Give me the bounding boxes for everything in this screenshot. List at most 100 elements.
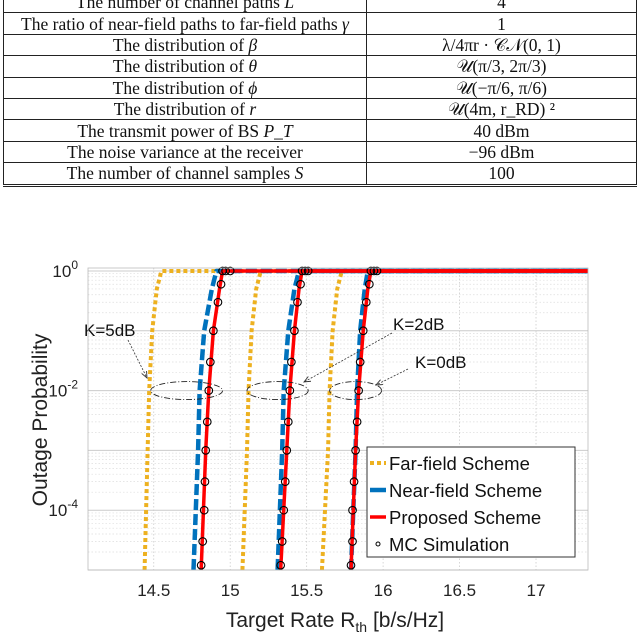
mc-marker xyxy=(202,417,212,427)
mc-marker xyxy=(369,266,379,276)
param-label: The number of channel samples xyxy=(66,163,295,184)
param-symbol: β xyxy=(248,34,258,55)
annotation-ellipse xyxy=(150,381,224,401)
mc-marker xyxy=(293,297,302,307)
mc-marker xyxy=(282,446,292,455)
solid-curve-K=5dB xyxy=(199,269,588,571)
annotation-arrow xyxy=(303,332,393,383)
param-name: The distribution of ϕ xyxy=(3,76,367,99)
mc-marker xyxy=(297,266,307,276)
dotted-curve-K=0dB xyxy=(319,268,588,571)
mc-marker xyxy=(280,477,290,487)
param-symbol: θ xyxy=(248,56,258,77)
annotation-label: K=5dB xyxy=(84,321,136,340)
mc-marker xyxy=(200,477,210,487)
param-symbol: r xyxy=(249,99,257,120)
mc-marker xyxy=(196,560,206,570)
table-row: The distribution of θ 𝒰(π/3, 2π/3) xyxy=(3,55,637,78)
annotation-ellipse xyxy=(246,381,309,401)
param-label: The ratio of near-field paths to far-fie… xyxy=(21,13,343,34)
param-name: The distribution of β xyxy=(3,33,367,57)
legend-entry: Proposed Scheme xyxy=(389,507,541,528)
param-symbol: S xyxy=(294,163,304,184)
annotation-arrow xyxy=(127,339,148,379)
param-label: The transmit power of BS xyxy=(77,120,264,141)
y-tick-label: 100 xyxy=(52,258,78,281)
param-name: The ratio of near-field paths to far-fie… xyxy=(3,12,367,35)
legend: Far-field Scheme Near-field Scheme Propose… xyxy=(366,446,576,558)
mc-marker xyxy=(354,386,363,395)
arrow-head-icon xyxy=(141,370,148,380)
param-label: The distribution of xyxy=(112,77,249,98)
mc-marker xyxy=(348,537,357,546)
mc-marker xyxy=(285,386,295,395)
mc-marker xyxy=(283,417,293,427)
param-label: The distribution of xyxy=(113,99,250,120)
param-label: The noise variance at the receiver xyxy=(67,141,303,162)
x-tick-label: 17 xyxy=(527,581,546,600)
x-tick-label: 15.5 xyxy=(290,581,323,600)
mc-marker xyxy=(300,266,310,276)
mc-marker xyxy=(349,477,359,487)
table-row: The distribution of ϕ 𝒰(−π/6, π/6) xyxy=(3,76,637,99)
param-symbol: ϕ xyxy=(248,77,258,98)
mc-marker xyxy=(201,446,211,455)
mc-marker xyxy=(364,279,374,289)
mc-marker xyxy=(209,326,218,336)
legend-box xyxy=(366,446,576,558)
plot-frame xyxy=(87,267,589,571)
mc-marker xyxy=(276,560,286,570)
mc-marker xyxy=(361,297,371,307)
param-symbol: L xyxy=(284,0,295,13)
y-axis-label: Outage Probability xyxy=(29,333,52,506)
param-value: 𝒰(π/3, 2π/3) xyxy=(366,55,637,78)
solid-curve-K=2dB xyxy=(278,269,588,571)
mc-marker xyxy=(346,560,356,570)
x-tick-label: 16.5 xyxy=(443,581,476,600)
param-name: The number of channel samples S xyxy=(3,162,367,187)
param-name: The noise variance at the receiver xyxy=(3,140,367,164)
dotted-curve-K=2dB xyxy=(240,268,588,571)
mc-marker xyxy=(277,537,287,546)
x-tick-label: 14.5 xyxy=(137,581,170,600)
param-label: The distribution of xyxy=(112,56,249,77)
mc-marker xyxy=(352,417,362,427)
mc-marker xyxy=(351,446,360,455)
parameter-table: The number of channel paths L 4 The ratio … xyxy=(3,0,637,187)
table-row: The transmit power of BS P_T 40 dBm xyxy=(3,119,637,142)
mc-marker xyxy=(290,326,299,336)
mc-marker xyxy=(366,266,376,276)
legend-entry: Near-field Scheme xyxy=(389,480,542,501)
legend-entry: MC Simulation xyxy=(389,534,509,555)
mc-marker xyxy=(287,357,296,367)
mc-marker xyxy=(204,386,214,395)
arrow-head-icon xyxy=(302,376,312,383)
arrow-head-icon xyxy=(374,379,384,386)
mc-marker xyxy=(216,279,226,289)
annotation-label: K=0dB xyxy=(415,353,467,372)
mc-marker xyxy=(358,326,368,336)
param-label: The distribution of xyxy=(112,34,249,55)
curves xyxy=(142,268,588,571)
mc-marker xyxy=(198,537,208,546)
dotted-curve-K=5dB xyxy=(142,268,588,571)
ticks: 14.5 15 15.5 16 16.5 17 100 10-2 10-4 xyxy=(48,258,545,600)
param-symbol: P_T xyxy=(263,120,293,141)
solid-curve-K=0dB xyxy=(349,269,588,571)
x-axis-label: Target Rate Rth [b/s/Hz] xyxy=(226,609,444,635)
table-row: The number of channel samples S 100 xyxy=(3,162,637,187)
mc-marker xyxy=(199,505,209,515)
annotation-arrow xyxy=(375,368,409,386)
annotation-ellipse xyxy=(329,381,383,401)
legend-entry: Far-field Scheme xyxy=(389,453,530,474)
mc-marker xyxy=(205,357,215,367)
y-tick-label: 10-2 xyxy=(48,378,78,401)
param-symbol: γ xyxy=(342,13,349,34)
param-value: −96 dBm xyxy=(366,140,637,164)
dashed-curve-K=5dB xyxy=(191,268,588,571)
x-tick-label: 15 xyxy=(221,581,240,600)
param-value: 𝒰(4m, r_RD) ² xyxy=(366,97,637,121)
mc-marker xyxy=(296,279,305,289)
mc-marker xyxy=(355,357,365,367)
